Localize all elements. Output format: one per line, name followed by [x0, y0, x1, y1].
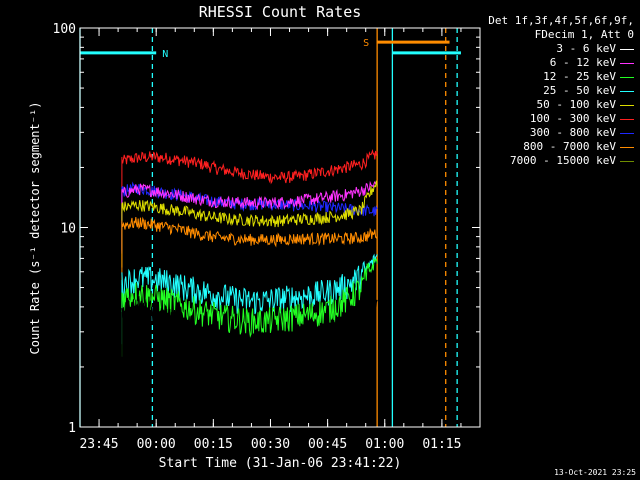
series-line-800-7000keV — [121, 216, 378, 248]
legend-label: 50 - 100 keV — [536, 98, 616, 111]
series-line-50-100keV — [121, 180, 378, 228]
legend-entry: 6 - 12 keV — [470, 56, 636, 70]
legend-swatch — [620, 160, 634, 162]
series-line-6-12keV — [121, 180, 378, 211]
legend-swatch — [620, 104, 634, 106]
bar-label: N — [162, 49, 168, 60]
series-line-3-6keV — [121, 296, 378, 366]
y-tick-label: 100 — [53, 22, 76, 37]
legend-swatch — [620, 118, 634, 120]
legend-entry: 12 - 25 keV — [470, 70, 636, 84]
legend-header-line2: FDecim 1, Att 0 — [534, 28, 634, 41]
timestamp: 13-Oct-2021 23:25 — [554, 468, 636, 477]
x-tick-label: 01:15 — [422, 437, 461, 452]
series-lines — [121, 148, 378, 377]
x-tick-label: 00:45 — [308, 437, 347, 452]
y-tick-label: 1 — [68, 421, 76, 436]
legend-swatch — [620, 146, 634, 148]
x-tick-label: 23:45 — [79, 437, 118, 452]
legend-label: 7000 - 15000 keV — [510, 154, 616, 167]
x-tick-label: 00:15 — [194, 437, 233, 452]
legend-swatch — [620, 48, 634, 50]
series-line-25-50keV — [121, 253, 378, 315]
legend-label: 100 - 300 keV — [529, 112, 616, 125]
legend-entries: 3 - 6 keV 6 - 12 keV 12 - 25 keV 25 - 50 ke… — [470, 42, 636, 168]
chart-title: RHESSI Count Rates — [199, 3, 362, 21]
series-line-100-300keV — [121, 148, 378, 185]
legend-header-line1: Det 1f,3f,4f,5f,6f,9f, — [488, 14, 634, 27]
x-tick-label: 00:00 — [137, 437, 176, 452]
legend-label: 12 - 25 keV — [543, 70, 616, 83]
legend-swatch — [620, 90, 634, 92]
legend-label: 25 - 50 keV — [543, 84, 616, 97]
legend-label: 6 - 12 keV — [549, 56, 616, 69]
y-tick-label: 10 — [60, 222, 76, 237]
legend-swatch — [620, 62, 634, 64]
legend-entry: 3 - 6 keV — [470, 42, 636, 56]
bar-label: S — [363, 38, 369, 49]
horizontal-bars: NS — [80, 38, 461, 60]
legend-entry: 50 - 100 keV — [470, 98, 636, 112]
y-axis-label: Count Rate (s⁻¹ detector segment⁻¹) — [28, 102, 42, 355]
legend-entry: 100 - 300 keV — [470, 112, 636, 126]
legend-entry: 7000 - 15000 keV — [470, 154, 636, 168]
plot-frame — [79, 27, 481, 428]
x-tick-label: 01:00 — [365, 437, 404, 452]
legend-entry: 25 - 50 keV — [470, 84, 636, 98]
legend-swatch — [620, 132, 634, 134]
legend-entry: 800 - 7000 keV — [470, 140, 636, 154]
vertical-markers — [79, 28, 458, 427]
legend-entry: 300 - 800 keV — [470, 126, 636, 140]
legend-swatch — [620, 76, 634, 78]
x-tick-label: 00:30 — [251, 437, 290, 452]
axes: 1 10 100 23:45 00:00 00:15 00:30 00:45 01:00 01:1… — [53, 22, 481, 452]
legend-label: 300 - 800 keV — [529, 126, 616, 139]
series-line-12-25keV — [121, 258, 378, 338]
legend: Det 1f,3f,4f,5f,6f,9f, FDecim 1, Att 0 3… — [470, 14, 636, 168]
x-axis-label: Start Time (31-Jan-06 23:41:22) — [159, 456, 402, 471]
legend-label: 3 - 6 keV — [556, 42, 616, 55]
legend-label: 800 - 7000 keV — [523, 140, 616, 153]
